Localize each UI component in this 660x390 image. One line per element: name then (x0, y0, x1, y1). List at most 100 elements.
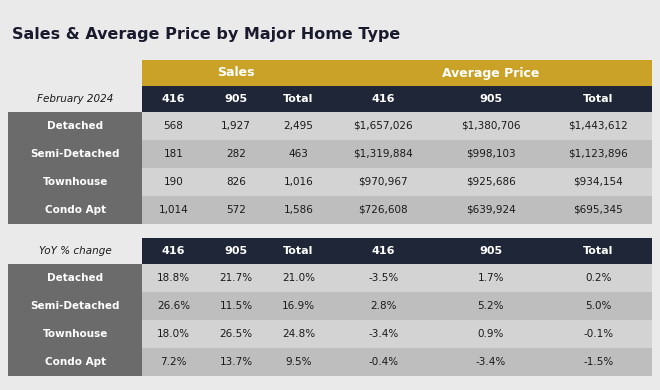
Bar (437, 320, 544, 348)
Text: 1.7%: 1.7% (478, 273, 504, 283)
Text: -0.4%: -0.4% (368, 357, 399, 367)
Text: -3.4%: -3.4% (368, 329, 399, 339)
Bar (205, 320, 267, 348)
Bar (544, 112, 652, 140)
Bar (329, 238, 437, 264)
Text: 7.2%: 7.2% (160, 357, 187, 367)
Bar (8, 168, 143, 196)
Text: 21.7%: 21.7% (219, 273, 253, 283)
Bar (267, 264, 329, 292)
Bar (205, 86, 267, 112)
Bar (205, 264, 267, 292)
Bar (205, 292, 267, 320)
Bar (143, 112, 205, 140)
Text: 905: 905 (224, 246, 248, 256)
Bar (329, 196, 437, 224)
Text: $1,443,612: $1,443,612 (568, 121, 628, 131)
Bar (143, 168, 205, 196)
Bar (143, 264, 205, 292)
Bar (143, 320, 205, 348)
Bar (437, 86, 544, 112)
Bar (8, 112, 143, 140)
Bar (544, 348, 652, 376)
Text: 416: 416 (162, 94, 185, 104)
Text: Semi-Detached: Semi-Detached (30, 301, 120, 311)
Text: 905: 905 (224, 94, 248, 104)
Text: 0.9%: 0.9% (478, 329, 504, 339)
Text: Sales & Average Price by Major Home Type: Sales & Average Price by Major Home Type (12, 27, 400, 41)
Text: -3.5%: -3.5% (368, 273, 399, 283)
Bar (143, 348, 205, 376)
Bar (329, 264, 437, 292)
Text: $1,657,026: $1,657,026 (354, 121, 413, 131)
Text: -1.5%: -1.5% (583, 357, 613, 367)
Text: -3.4%: -3.4% (476, 357, 506, 367)
Text: 0.2%: 0.2% (585, 273, 611, 283)
Text: 16.9%: 16.9% (282, 301, 315, 311)
Text: Townhouse: Townhouse (42, 177, 108, 187)
Bar (143, 292, 205, 320)
Bar (267, 348, 329, 376)
Text: 826: 826 (226, 177, 246, 187)
Text: YoY % change: YoY % change (39, 246, 112, 256)
Bar (329, 112, 437, 140)
Text: $1,380,706: $1,380,706 (461, 121, 521, 131)
Text: 190: 190 (164, 177, 183, 187)
Text: -0.1%: -0.1% (583, 329, 613, 339)
Text: 416: 416 (162, 246, 185, 256)
Text: 1,586: 1,586 (284, 205, 314, 215)
Bar (329, 140, 437, 168)
Text: $1,123,896: $1,123,896 (568, 149, 628, 159)
Bar (267, 168, 329, 196)
Bar (8, 196, 143, 224)
Text: 5.0%: 5.0% (585, 301, 611, 311)
Text: 282: 282 (226, 149, 246, 159)
Text: 416: 416 (372, 246, 395, 256)
Text: 26.6%: 26.6% (157, 301, 190, 311)
Bar (329, 86, 437, 112)
Text: $1,319,884: $1,319,884 (354, 149, 413, 159)
Text: 13.7%: 13.7% (219, 357, 253, 367)
Text: Total: Total (283, 246, 314, 256)
Text: $970,967: $970,967 (358, 177, 408, 187)
Text: 24.8%: 24.8% (282, 329, 315, 339)
Bar (437, 168, 544, 196)
Text: 1,016: 1,016 (284, 177, 314, 187)
Bar (205, 238, 267, 264)
Text: $998,103: $998,103 (466, 149, 515, 159)
Text: Average Price: Average Price (442, 67, 539, 80)
Text: 18.8%: 18.8% (157, 273, 190, 283)
Bar (544, 264, 652, 292)
Bar (329, 168, 437, 196)
Bar (8, 264, 143, 292)
Bar (143, 196, 205, 224)
Bar (329, 292, 437, 320)
Bar (329, 60, 652, 86)
Text: 905: 905 (479, 246, 502, 256)
Text: $639,924: $639,924 (466, 205, 515, 215)
Bar (267, 112, 329, 140)
Bar (437, 264, 544, 292)
Bar (205, 112, 267, 140)
Text: $925,686: $925,686 (466, 177, 515, 187)
Bar (544, 292, 652, 320)
Text: 2.8%: 2.8% (370, 301, 397, 311)
Bar (437, 292, 544, 320)
Text: Sales: Sales (217, 67, 255, 80)
Bar (544, 140, 652, 168)
Text: 905: 905 (479, 94, 502, 104)
Bar (267, 238, 329, 264)
Bar (267, 196, 329, 224)
Text: 416: 416 (372, 94, 395, 104)
Bar (205, 196, 267, 224)
Text: 1,014: 1,014 (158, 205, 188, 215)
Bar (437, 112, 544, 140)
Bar (8, 292, 143, 320)
Text: Semi-Detached: Semi-Detached (30, 149, 120, 159)
Bar (267, 86, 329, 112)
Bar (544, 168, 652, 196)
Bar (143, 140, 205, 168)
Text: 181: 181 (164, 149, 183, 159)
Text: 2,495: 2,495 (284, 121, 314, 131)
Bar (544, 238, 652, 264)
